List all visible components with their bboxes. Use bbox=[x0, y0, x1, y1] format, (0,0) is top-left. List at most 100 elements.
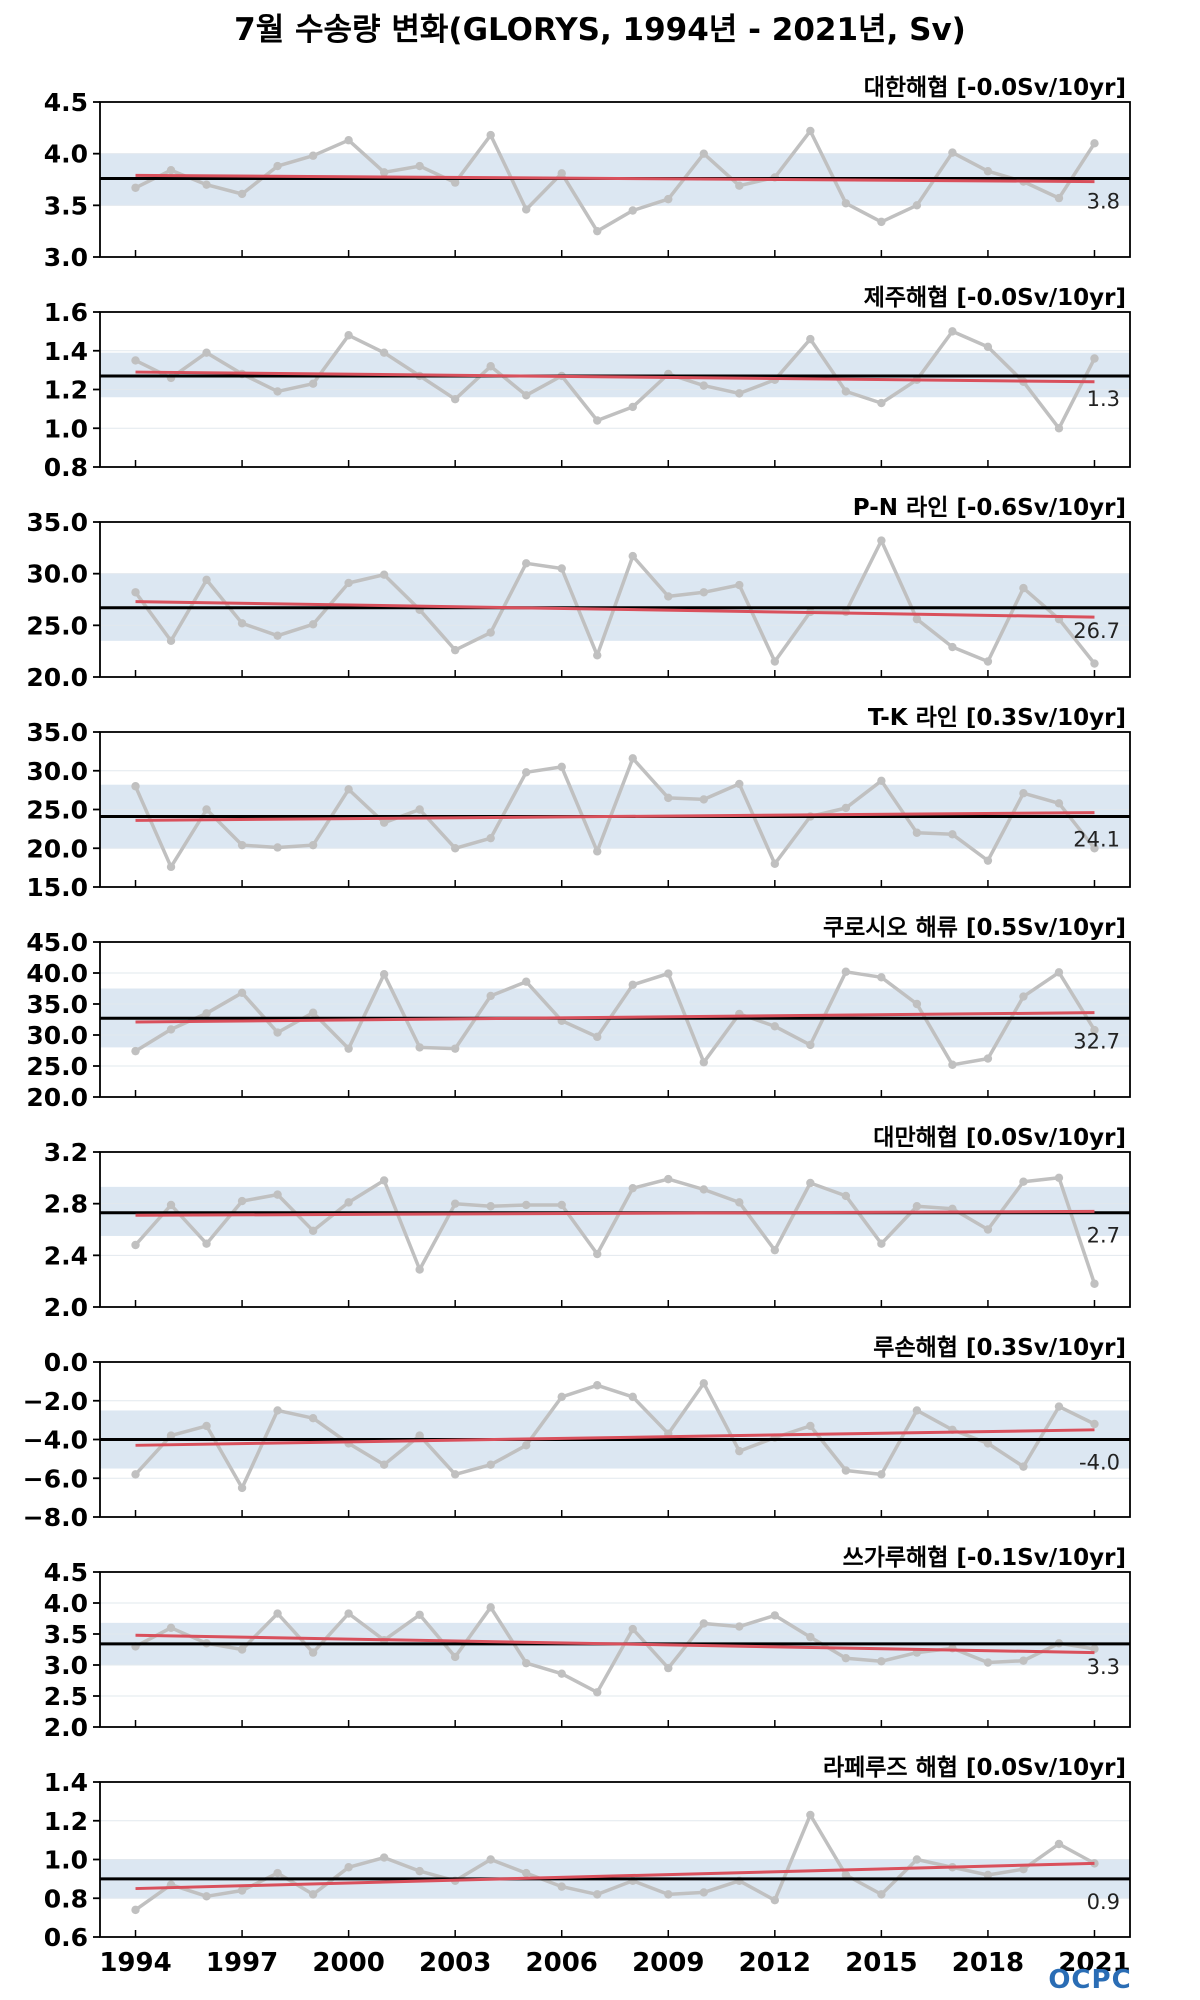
data-point bbox=[166, 1200, 176, 1210]
y-tick-label: −4.0 bbox=[23, 1426, 88, 1455]
data-point bbox=[1019, 1864, 1028, 1874]
data-point bbox=[450, 394, 460, 404]
data-point bbox=[308, 1008, 318, 1017]
data-point bbox=[131, 1046, 140, 1056]
data-point bbox=[308, 379, 318, 388]
y-tick-label: 30.0 bbox=[26, 757, 88, 786]
y-tick-label: 3.0 bbox=[44, 243, 88, 272]
y-tick-label: 35.0 bbox=[26, 508, 88, 537]
y-tick-label: 30.0 bbox=[26, 560, 88, 589]
data-point bbox=[166, 166, 176, 175]
trend-line bbox=[135, 811, 1095, 822]
y-tick-label: 20.0 bbox=[26, 663, 88, 692]
data-point bbox=[735, 181, 744, 190]
data-point bbox=[379, 1853, 389, 1862]
data-point bbox=[806, 1810, 815, 1820]
data-point bbox=[593, 226, 602, 236]
data-point bbox=[557, 1200, 566, 1210]
data-point bbox=[877, 776, 886, 786]
data-point bbox=[486, 130, 495, 140]
data-point bbox=[522, 1868, 531, 1878]
x-tick-label: 2018 bbox=[952, 1948, 1024, 1978]
data-point bbox=[273, 1190, 282, 1199]
data-point bbox=[628, 1624, 637, 1634]
y-tick-label: 1.2 bbox=[44, 1807, 88, 1836]
y-tick-label: 15.0 bbox=[26, 873, 88, 902]
data-point bbox=[415, 1431, 424, 1440]
data-point bbox=[522, 768, 531, 777]
data-point bbox=[202, 805, 211, 814]
data-point bbox=[415, 1610, 424, 1619]
data-point bbox=[983, 342, 993, 352]
data-point bbox=[273, 631, 282, 640]
data-point bbox=[983, 657, 993, 666]
data-point bbox=[1090, 1859, 1099, 1868]
data-point bbox=[486, 1855, 495, 1864]
data-point bbox=[664, 194, 673, 204]
data-point bbox=[1019, 992, 1028, 1001]
data-point bbox=[273, 843, 282, 852]
data-point bbox=[557, 1882, 566, 1891]
y-tick-label: 4.0 bbox=[44, 1589, 88, 1618]
mean-value-label: 0.9 bbox=[1087, 1890, 1120, 1914]
data-point bbox=[699, 1058, 708, 1067]
data-point bbox=[1054, 1173, 1064, 1183]
data-point bbox=[841, 1653, 851, 1663]
panel-6: 2.0 2.4 2.8 3.2 대만해협 [0.0Sv/10yr] 2.7 bbox=[44, 1125, 1131, 1322]
data-point bbox=[202, 180, 211, 189]
data-point bbox=[308, 1648, 318, 1657]
y-tick-label: 3.2 bbox=[44, 1138, 88, 1167]
y-tick-label: 0.6 bbox=[44, 1923, 88, 1952]
data-point bbox=[1019, 1177, 1028, 1186]
data-point bbox=[877, 1239, 886, 1248]
data-point bbox=[486, 628, 495, 637]
data-point bbox=[983, 1870, 993, 1880]
data-point bbox=[557, 762, 566, 772]
data-point bbox=[1054, 424, 1064, 433]
data-point bbox=[593, 416, 602, 425]
y-tick-label: 3.0 bbox=[44, 1651, 88, 1680]
data-point bbox=[522, 205, 531, 214]
data-point bbox=[379, 168, 389, 177]
data-point bbox=[628, 980, 637, 989]
data-point bbox=[344, 578, 353, 588]
data-point bbox=[699, 795, 708, 804]
plot-area bbox=[100, 754, 1130, 872]
data-point bbox=[273, 387, 282, 396]
data-point bbox=[202, 1421, 211, 1431]
y-tick-label: 25.0 bbox=[26, 1052, 88, 1081]
x-tick-label: 2003 bbox=[419, 1948, 491, 1978]
data-point bbox=[664, 969, 673, 978]
data-point bbox=[628, 1392, 637, 1402]
data-point bbox=[912, 828, 922, 837]
panel-frame bbox=[99, 1151, 1131, 1308]
data-point bbox=[877, 1890, 886, 1899]
data-point bbox=[344, 136, 353, 145]
data-point bbox=[237, 189, 247, 199]
trend-line bbox=[135, 173, 1095, 184]
data-point bbox=[983, 1225, 993, 1234]
y-tick-label: 25.0 bbox=[26, 611, 88, 640]
data-point bbox=[628, 402, 637, 412]
data-point bbox=[912, 1406, 922, 1415]
data-point bbox=[877, 536, 886, 545]
data-point bbox=[735, 779, 744, 789]
data-point bbox=[415, 1043, 424, 1052]
panel-title: 루손해협 [0.3Sv/10yr] bbox=[873, 1335, 1126, 1361]
y-tick-label: 20.0 bbox=[26, 834, 88, 863]
x-tick-label: 2000 bbox=[312, 1948, 384, 1978]
panel-title: P-N 라인 [-0.6Sv/10yr] bbox=[853, 495, 1126, 521]
data-point bbox=[1090, 844, 1099, 853]
data-point bbox=[912, 1202, 922, 1211]
data-point bbox=[735, 580, 744, 590]
series-line bbox=[134, 1381, 1096, 1490]
data-point bbox=[628, 1183, 637, 1193]
data-point bbox=[379, 570, 389, 579]
data-point bbox=[202, 1892, 211, 1901]
trend-line bbox=[135, 600, 1095, 619]
plot-area bbox=[100, 536, 1130, 668]
panel-4: 15.0 20.0 25.0 30.0 35.0 T-K 라인 [0.3Sv/10yr] 2… bbox=[26, 705, 1131, 902]
data-point bbox=[450, 1199, 460, 1208]
data-point bbox=[273, 1028, 282, 1037]
